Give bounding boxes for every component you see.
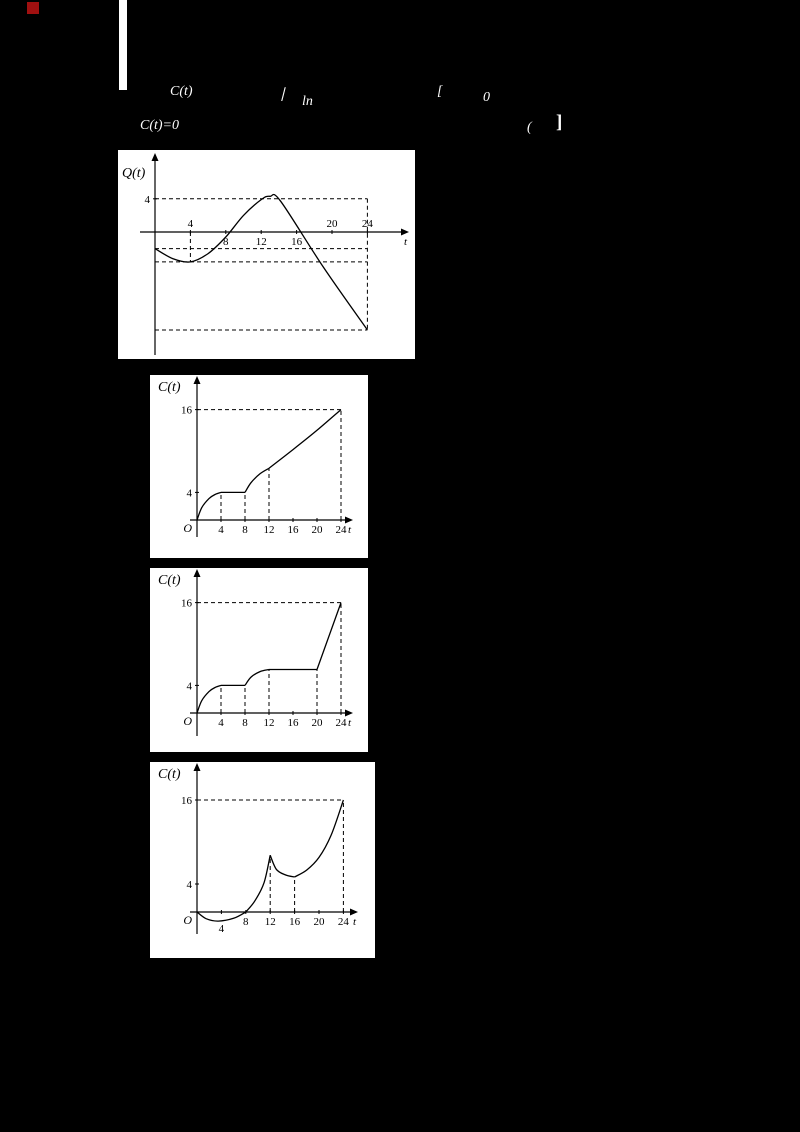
svg-text:12: 12 bbox=[256, 236, 267, 248]
svg-text:20: 20 bbox=[312, 717, 324, 729]
svg-text:16: 16 bbox=[181, 405, 193, 417]
svg-text:4: 4 bbox=[187, 680, 193, 692]
svg-text:20: 20 bbox=[327, 218, 339, 230]
svg-text:4: 4 bbox=[187, 487, 193, 499]
svg-text:16: 16 bbox=[289, 916, 301, 928]
svg-text:t: t bbox=[404, 236, 408, 248]
svg-text:C(t): C(t) bbox=[158, 573, 181, 588]
svg-text:24: 24 bbox=[336, 717, 348, 729]
svg-text:20: 20 bbox=[312, 524, 324, 536]
svg-text:O: O bbox=[183, 714, 192, 728]
svg-text:Q(t): Q(t) bbox=[122, 166, 146, 181]
qt-function-chart: 4 8 12 16 20 24 4 t Q(t) bbox=[122, 153, 409, 355]
svg-text:16: 16 bbox=[291, 236, 303, 248]
svg-text:8: 8 bbox=[243, 916, 249, 928]
svg-text:8: 8 bbox=[242, 717, 248, 729]
svg-text:4: 4 bbox=[145, 194, 151, 206]
ct-function-chart-c: 4 8 12 16 20 24 4 16 O t C(t) bbox=[158, 763, 358, 935]
red-marker bbox=[27, 2, 39, 14]
svg-text:12: 12 bbox=[265, 916, 276, 928]
svg-text:C(t): C(t) bbox=[158, 380, 181, 395]
svg-text:12: 12 bbox=[264, 524, 275, 536]
ct-function-chart-a: 4 8 12 16 20 24 4 16 O t C(t) bbox=[158, 376, 353, 537]
svg-text:12: 12 bbox=[264, 717, 275, 729]
svg-text:t: t bbox=[348, 524, 352, 536]
svg-text:16: 16 bbox=[288, 524, 300, 536]
white-strip bbox=[119, 0, 127, 90]
svg-text:t: t bbox=[353, 916, 357, 928]
math-text-fragment: 0 bbox=[483, 90, 490, 105]
math-text-fragment: ∣ bbox=[279, 87, 286, 102]
math-text-fragment: ( bbox=[527, 120, 532, 135]
svg-text:16: 16 bbox=[181, 598, 193, 610]
svg-text:t: t bbox=[348, 717, 352, 729]
svg-text:O: O bbox=[183, 521, 192, 535]
svg-text:4: 4 bbox=[188, 218, 194, 230]
svg-text:24: 24 bbox=[338, 916, 350, 928]
chart-panel-qt: 4 8 12 16 20 24 4 t Q(t) bbox=[118, 150, 415, 359]
math-text-fragment: ] bbox=[556, 112, 563, 133]
svg-text:20: 20 bbox=[314, 916, 326, 928]
svg-text:4: 4 bbox=[218, 717, 224, 729]
svg-text:24: 24 bbox=[336, 524, 348, 536]
math-text-fragment: [ bbox=[437, 84, 443, 99]
svg-text:C(t): C(t) bbox=[158, 767, 181, 782]
svg-text:4: 4 bbox=[219, 923, 225, 935]
math-text-fragment: C(t) bbox=[170, 84, 193, 99]
ct-function-chart-b: 4 8 12 16 20 24 4 16 O t C(t) bbox=[158, 569, 353, 736]
svg-text:O: O bbox=[183, 913, 192, 927]
svg-text:4: 4 bbox=[218, 524, 224, 536]
svg-text:24: 24 bbox=[362, 218, 374, 230]
svg-text:4: 4 bbox=[187, 879, 193, 891]
math-text-fragment: C(t)=0 bbox=[140, 118, 179, 133]
math-text-fragment: ln bbox=[302, 94, 313, 109]
svg-text:16: 16 bbox=[288, 717, 300, 729]
svg-text:8: 8 bbox=[242, 524, 248, 536]
svg-text:8: 8 bbox=[223, 236, 229, 248]
svg-text:16: 16 bbox=[181, 795, 193, 807]
